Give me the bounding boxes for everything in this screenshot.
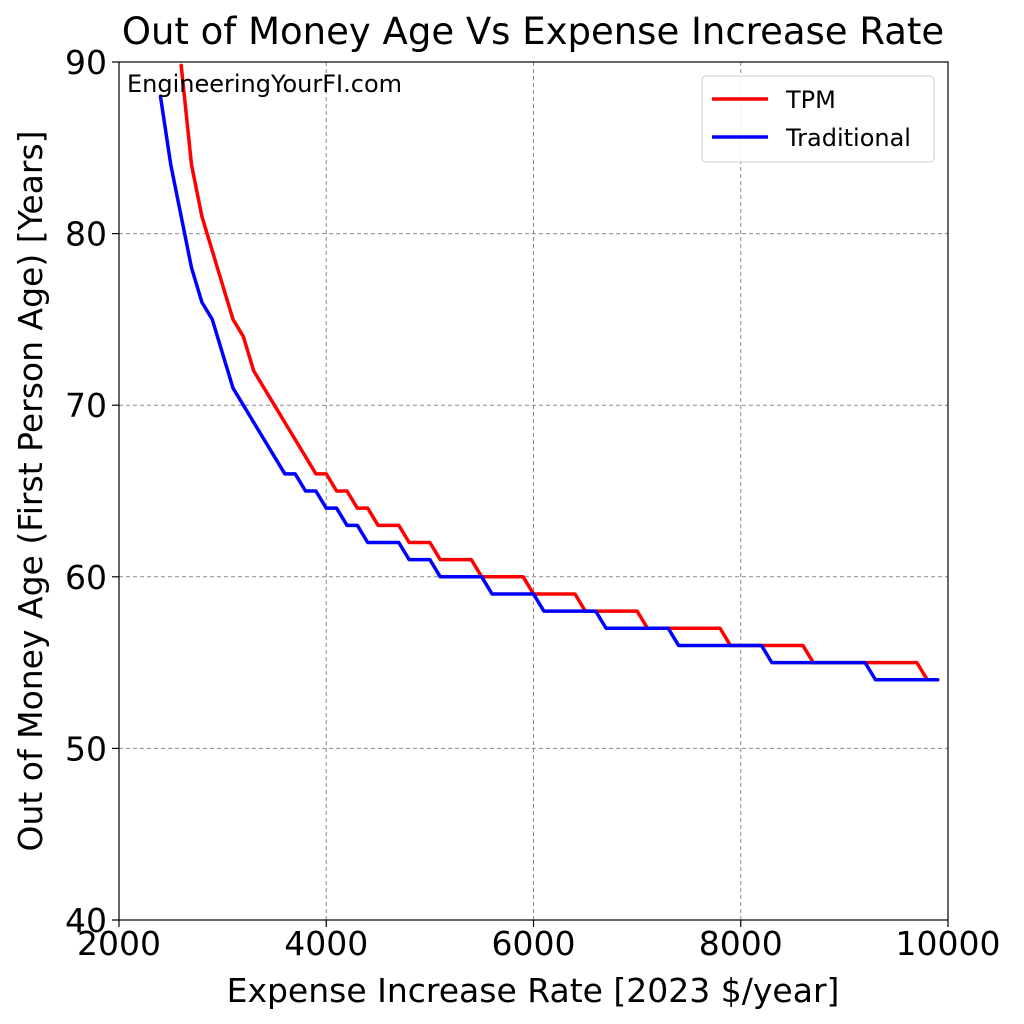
y-tick-label: 60: [65, 558, 107, 597]
legend: TPM Traditional: [701, 75, 935, 163]
y-axis-label: Out of Money Age (First Person Age) [Yea…: [11, 130, 50, 851]
y-tick-label: 40: [65, 901, 107, 940]
x-tick-label: 6000: [492, 924, 576, 963]
series-line-traditional: [158, 94, 940, 682]
x-tick-label: 4000: [284, 924, 368, 963]
x-axis-label: Expense Increase Rate [2023 $/year]: [227, 971, 840, 1010]
chart-title: Out of Money Age Vs Expense Increase Rat…: [122, 10, 944, 53]
grid: [119, 62, 948, 920]
y-tick-label: 70: [65, 386, 107, 425]
legend-label-traditional: Traditional: [785, 124, 911, 152]
series-layer: [158, 63, 940, 682]
y-tick-label: 90: [65, 43, 107, 82]
y-tick-label: 80: [65, 215, 107, 254]
legend-label-tpm: TPM: [785, 86, 836, 114]
axis-ticks: 2000 4000 6000 8000 10000 40 50 60 70 80 90: [65, 43, 1000, 963]
watermark-text: EngineeringYourFI.com: [127, 70, 402, 98]
x-tick-label: 10000: [896, 924, 1001, 963]
y-tick-label: 50: [65, 729, 107, 768]
x-tick-label: 8000: [699, 924, 783, 963]
series-line-tpm: [179, 63, 940, 682]
x-tick-label: 2000: [77, 924, 161, 963]
